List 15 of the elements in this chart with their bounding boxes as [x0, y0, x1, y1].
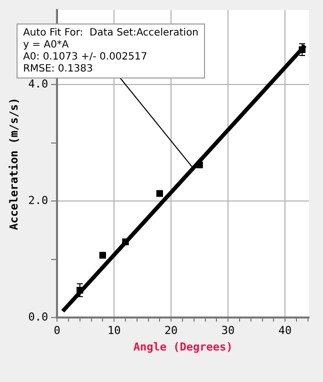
x-axis-title: Angle (Degrees)	[133, 340, 233, 354]
x-tick-label: 30	[221, 324, 235, 338]
y-tick-label: 0.0	[28, 310, 48, 324]
y-tick-label: 4.0	[28, 77, 48, 90]
point	[99, 252, 106, 259]
point	[156, 190, 163, 197]
y-tick-label: 2.0	[28, 194, 48, 207]
point	[122, 238, 129, 246]
x-tick-label: 0	[54, 324, 60, 338]
point	[196, 162, 203, 168]
x-tick-label: 10	[107, 324, 121, 338]
y-axis-title: Acceleration (m/s/s)	[7, 98, 20, 230]
annotation: Auto Fit For: Data Set:Acceleration y = A0*A A0: 0.1073 +/- 0.002517 RMSE: 0.1383	[23, 28, 199, 75]
x-tick-label: 20	[164, 324, 178, 338]
x-tick-label: 40	[278, 324, 292, 338]
